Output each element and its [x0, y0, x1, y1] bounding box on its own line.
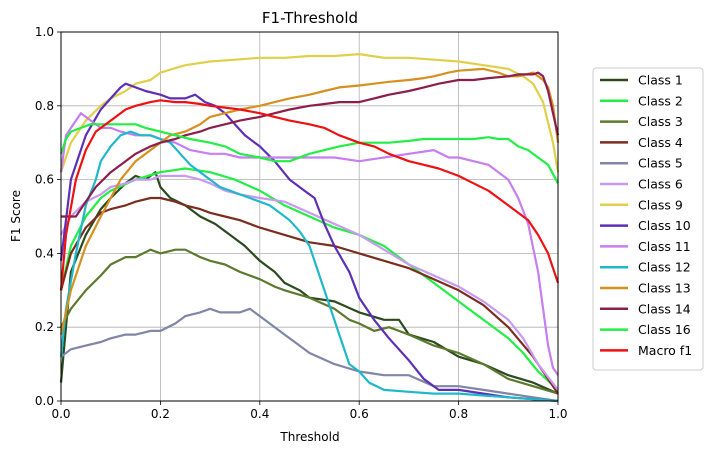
y-tick-label: 0.6 — [35, 173, 54, 187]
series-line-macro-f1 — [59, 99, 560, 291]
legend-label-macro-f1: Macro f1 — [638, 343, 692, 358]
series-line-class-10 — [59, 82, 559, 403]
legend-label-class-10: Class 10 — [638, 218, 691, 233]
series-line-class-14 — [61, 71, 560, 218]
series-line-class-4 — [59, 196, 559, 395]
y-tick-label: 0.2 — [35, 320, 54, 334]
x-axis-label: Threshold — [279, 430, 339, 444]
y-axis-label: F1 Score — [9, 190, 23, 242]
series-line-class-12 — [59, 130, 559, 403]
legend-label-class-12: Class 12 — [638, 260, 691, 275]
legend-label-class-3: Class 3 — [638, 114, 683, 129]
series-line-class-2 — [59, 167, 559, 391]
x-tick-label: 0.2 — [151, 407, 170, 421]
x-tick-label: 0.8 — [449, 407, 468, 421]
legend-label-class-13: Class 13 — [638, 281, 691, 296]
legend: Class 1 Class 2 Class 3 Class 4 Class 5 Class… — [592, 67, 704, 371]
legend-label-class-6: Class 6 — [638, 177, 683, 192]
series-line-class-16 — [59, 123, 559, 184]
x-tick-label: 0.0 — [51, 407, 70, 421]
legend-label-class-11: Class 11 — [638, 239, 691, 254]
x-axis-ticks: 0.0 0.2 0.4 0.6 0.8 1.0 — [51, 401, 568, 421]
series-line-class-9 — [59, 53, 560, 173]
legend-label-class-1: Class 1 — [638, 73, 683, 88]
series-lines — [59, 53, 560, 403]
series-line-class-11 — [59, 112, 559, 376]
y-tick-label: 0.0 — [35, 394, 54, 408]
y-tick-label: 0.4 — [35, 246, 54, 260]
legend-label-class-2: Class 2 — [638, 93, 683, 108]
legend-label-class-4: Class 4 — [638, 135, 683, 150]
legend-label-class-14: Class 14 — [638, 301, 691, 316]
y-tick-label: 0.8 — [35, 99, 54, 113]
x-tick-label: 1.0 — [548, 407, 567, 421]
legend-label-class-9: Class 9 — [638, 197, 683, 212]
legend-label-class-5: Class 5 — [638, 156, 683, 171]
y-tick-label: 1.0 — [35, 25, 54, 39]
plot-frame — [60, 31, 559, 402]
series-line-class-3 — [60, 248, 559, 395]
y-axis-ticks: 0.0 0.2 0.4 0.6 0.8 1.0 — [35, 25, 61, 408]
legend-label-class-16: Class 16 — [638, 322, 691, 337]
x-tick-label: 0.4 — [250, 407, 269, 421]
x-tick-label: 0.6 — [350, 407, 369, 421]
chart-title: F1-Threshold — [262, 9, 358, 27]
